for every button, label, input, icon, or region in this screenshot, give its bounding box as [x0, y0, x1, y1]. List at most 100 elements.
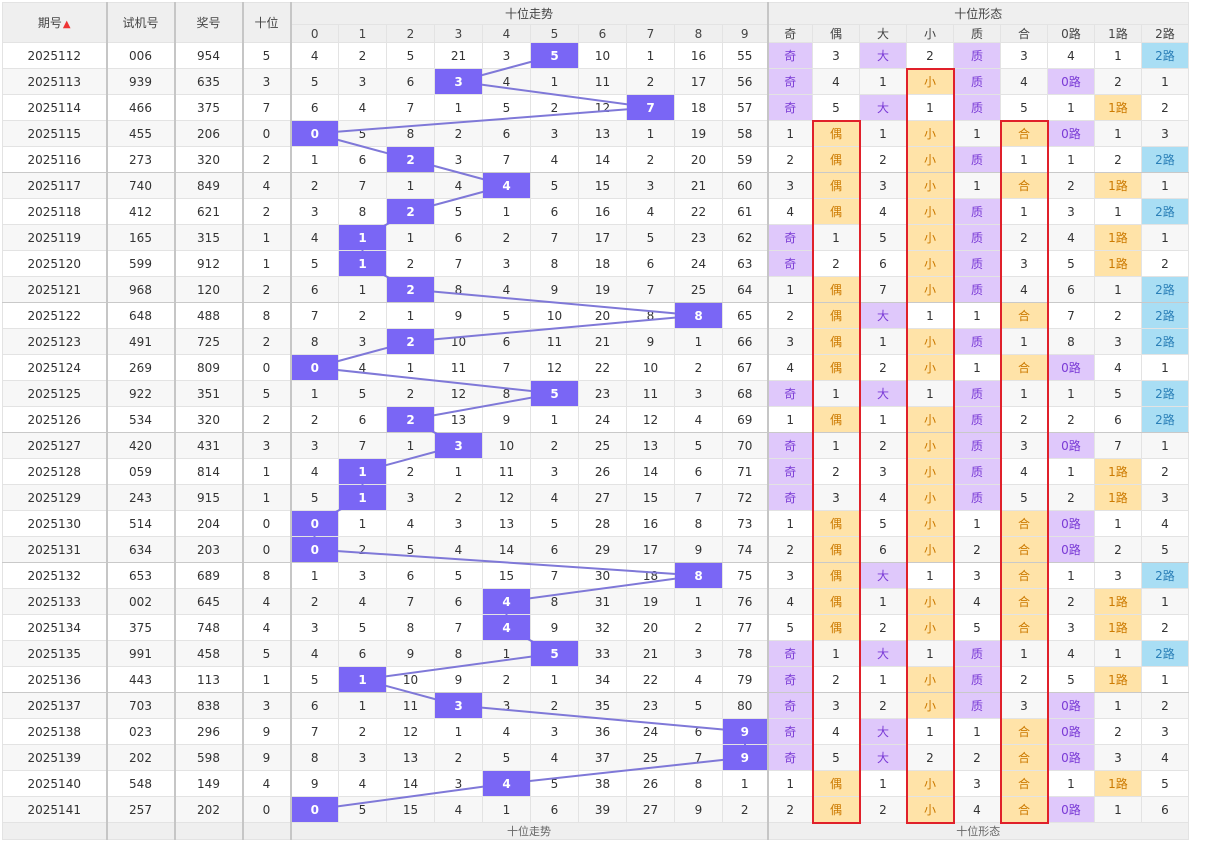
trend-miss-cell: 1: [482, 198, 531, 225]
trend-miss-cell: 10: [434, 328, 483, 355]
shape-cell: 奇: [767, 666, 813, 693]
test-number-cell: 599: [106, 250, 176, 277]
shape-cell: 1: [953, 172, 1001, 199]
shape-cell: 质: [953, 42, 1001, 69]
trend-miss-cell: 16: [674, 42, 723, 69]
trend-digit-header-2: 2: [386, 24, 435, 43]
trend-miss-cell: 30: [578, 562, 627, 589]
tens-cell: 1: [242, 666, 292, 693]
trend-miss-cell: 7: [482, 354, 531, 381]
shape-cell: 5: [1000, 484, 1048, 511]
trend-miss-cell: 78: [722, 640, 769, 667]
shape-cell: 3: [1000, 250, 1048, 277]
shape-cell: 2路: [1141, 146, 1189, 173]
period-cell: 2025126: [2, 406, 108, 433]
shape-cell: 1路: [1094, 770, 1142, 797]
trend-miss-cell: 63: [722, 250, 769, 277]
trend-hit-cell: 1: [338, 666, 387, 693]
trend-miss-cell: 71: [722, 458, 769, 485]
shape-cell: 1: [906, 718, 954, 745]
shape-cell: 1路: [1094, 250, 1142, 277]
footer-cell: [2, 822, 108, 840]
shape-cell: 1: [1141, 172, 1189, 199]
trend-miss-cell: 11: [434, 354, 483, 381]
trend-digit-header-3: 3: [434, 24, 483, 43]
trend-miss-cell: 66: [722, 328, 769, 355]
trend-miss-cell: 12: [530, 354, 579, 381]
trend-miss-cell: 25: [626, 744, 675, 771]
prize-number-cell: 598: [174, 744, 244, 771]
test-number-cell: 443: [106, 666, 176, 693]
prize-number-cell: 458: [174, 640, 244, 667]
shape-cell: 偶: [812, 302, 860, 329]
shape-cell: 合: [1000, 354, 1048, 381]
table-row: 2025135 991 458 5 4 6 9 8 1 5 33 21 3 78 奇 1 大 1 质 1 4 1 2路: [2, 640, 1189, 667]
trend-miss-cell: 1: [674, 588, 723, 615]
trend-miss-cell: 4: [674, 406, 723, 433]
shape-cell: 2: [1094, 718, 1142, 745]
shape-cell: 奇: [767, 484, 813, 511]
test-number-cell: 491: [106, 328, 176, 355]
period-cell: 2025139: [2, 744, 108, 771]
trend-miss-cell: 3: [482, 42, 531, 69]
shape-cell: 1: [1047, 562, 1095, 589]
shape-cell: 2: [812, 250, 860, 277]
shape-cell: 5: [812, 744, 860, 771]
period-cell: 2025128: [2, 458, 108, 485]
shape-cell: 6: [1047, 276, 1095, 303]
trend-miss-cell: 6: [626, 250, 675, 277]
shape-cell: 3: [1000, 432, 1048, 459]
trend-hit-cell: 4: [482, 588, 531, 615]
table-row: 2025128 059 814 1 4 1 2 1 11 3 26 14 6 71 奇 2 3 小质 4 1 1路 2: [2, 458, 1189, 485]
trend-miss-cell: 1: [386, 432, 435, 459]
trend-miss-cell: 1: [722, 770, 769, 797]
sort-arrow-icon[interactable]: ▲: [62, 19, 71, 30]
trend-miss-cell: 64: [722, 276, 769, 303]
shape-cell: 小: [906, 120, 954, 147]
trend-miss-cell: 3: [386, 484, 435, 511]
trend-miss-cell: 3: [530, 458, 579, 485]
shape-cell: 0路: [1047, 510, 1095, 537]
shape-cell: 5: [1094, 380, 1142, 407]
tens-cell: 0: [242, 796, 292, 823]
trend-miss-cell: 1: [386, 354, 435, 381]
trend-miss-cell: 22: [626, 666, 675, 693]
tens-cell: 4: [242, 614, 292, 641]
trend-miss-cell: 2: [674, 614, 723, 641]
trend-hit-cell: 3: [434, 68, 483, 95]
shape-cell: 3: [1047, 198, 1095, 225]
period-cell: 2025131: [2, 536, 108, 563]
shape-cell: 2路: [1141, 276, 1189, 303]
shape-cell: 小: [906, 354, 954, 381]
trend-miss-cell: 2: [530, 94, 579, 121]
shape-cell: 4: [812, 718, 860, 745]
test-number-header: 试机号: [106, 2, 176, 43]
shape-cell: 2路: [1141, 380, 1189, 407]
shape-cell: 8: [1047, 328, 1095, 355]
table-row: 2025122 648 488 8 7 2 1 9 5 10 20 8 8 65 2 偶大 1 1 合 7 2 2路: [2, 302, 1189, 329]
table-row: 2025130 514 204 0 0 1 4 3 13 5 28 16 8 73 1 偶 5 小 1 合 0路 1 4: [2, 510, 1189, 537]
trend-miss-cell: 21: [434, 42, 483, 69]
trend-miss-cell: 5: [530, 172, 579, 199]
trend-miss-cell: 77: [722, 614, 769, 641]
shape-cell: 1: [859, 328, 907, 355]
shape-cell: 合: [1000, 796, 1048, 823]
shape-cell: 奇: [767, 42, 813, 69]
tens-cell: 0: [242, 120, 292, 147]
tens-cell: 4: [242, 588, 292, 615]
period-header[interactable]: 期号▲: [2, 2, 108, 43]
trend-miss-cell: 3: [434, 770, 483, 797]
shape-cell: 6: [1094, 406, 1142, 433]
shape-cell: 小: [906, 510, 954, 537]
trend-miss-cell: 8: [386, 614, 435, 641]
trend-hit-cell: 2: [386, 406, 435, 433]
trend-miss-cell: 4: [530, 146, 579, 173]
shape-cell: 2: [1094, 536, 1142, 563]
trend-miss-cell: 4: [530, 484, 579, 511]
trend-miss-cell: 11: [578, 68, 627, 95]
shape-cell: 1: [859, 120, 907, 147]
trend-miss-cell: 9: [290, 770, 339, 797]
table-row: 2025133 002 645 4 2 4 7 6 4 8 31 19 1 76 4 偶 1 小 4 合 2 1路 1: [2, 588, 1189, 615]
shape-cell: 2路: [1141, 406, 1189, 433]
trend-miss-cell: 1: [338, 276, 387, 303]
